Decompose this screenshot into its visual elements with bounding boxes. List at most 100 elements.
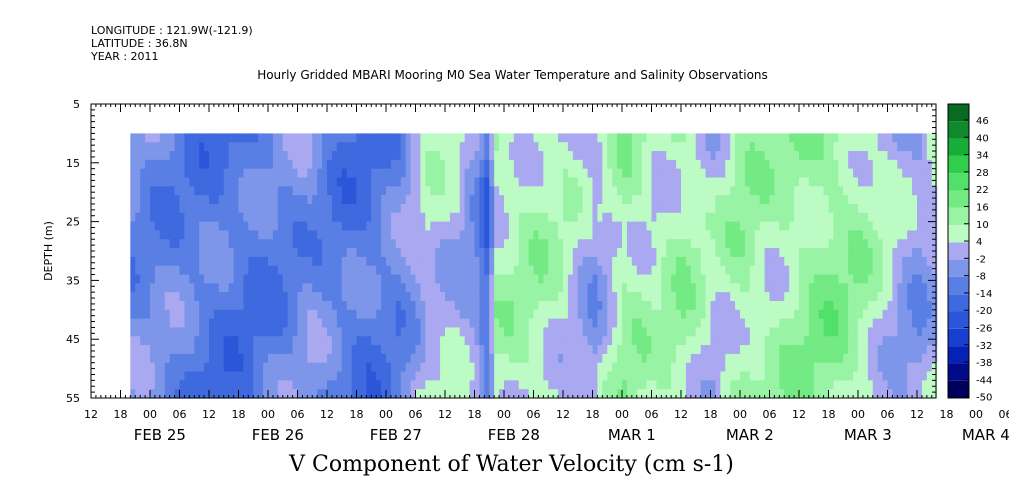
- heat-cell: [730, 389, 736, 399]
- heat-cell: [145, 133, 151, 143]
- heat-cell: [666, 274, 672, 284]
- heat-cell: [459, 151, 466, 161]
- heat-cell: [513, 371, 520, 381]
- heat-cell: [435, 142, 441, 152]
- heat-cell: [858, 203, 864, 214]
- heat-cell: [833, 300, 839, 311]
- heat-cell: [371, 151, 377, 161]
- heat-cell: [449, 380, 456, 390]
- heat-cell: [877, 248, 884, 258]
- heat-cell: [258, 168, 264, 179]
- heat-cell: [862, 380, 869, 390]
- heat-cell: [862, 300, 869, 311]
- heat-cell: [789, 274, 795, 284]
- heat-cell: [563, 186, 569, 196]
- heat-cell: [597, 292, 603, 302]
- heat-cell: [164, 327, 171, 337]
- heat-cell: [626, 336, 633, 346]
- heat-cell: [258, 371, 264, 381]
- heat-cell: [735, 212, 741, 223]
- heat-cell: [449, 151, 456, 161]
- heat-cell: [218, 248, 225, 258]
- heat-cell: [784, 133, 790, 143]
- heat-cell: [848, 168, 854, 179]
- heat-cell: [454, 274, 461, 284]
- heat-cell: [626, 221, 633, 232]
- heat-cell: [528, 353, 535, 364]
- heat-cell: [209, 212, 215, 223]
- heat-cell: [818, 248, 825, 258]
- heat-cell: [282, 345, 289, 355]
- heat-cell: [567, 265, 574, 276]
- heat-cell: [803, 345, 810, 355]
- heat-cell: [258, 274, 264, 284]
- heat-cell: [346, 177, 353, 187]
- heat-cell: [194, 274, 200, 284]
- heat-cell: [882, 300, 889, 311]
- heat-cell: [390, 318, 397, 329]
- heat-cell: [204, 248, 210, 258]
- heat-cell: [862, 230, 869, 240]
- heat-cell: [395, 371, 402, 381]
- heat-cell: [631, 327, 638, 337]
- heat-cell: [130, 177, 136, 187]
- heat-cell: [892, 371, 898, 381]
- heat-cell: [361, 239, 367, 249]
- heat-cell: [258, 389, 264, 399]
- heat-cell: [277, 362, 284, 373]
- heat-cell: [838, 230, 844, 240]
- heat-cell: [671, 318, 677, 329]
- heat-cell: [597, 195, 603, 205]
- heat-cell: [631, 309, 638, 320]
- heat-cell: [661, 159, 667, 170]
- heat-cell: [764, 327, 771, 337]
- heat-cell: [789, 177, 795, 187]
- heat-cell: [386, 309, 392, 320]
- heat-cell: [607, 151, 613, 161]
- heat-cell: [754, 300, 761, 311]
- heat-cell: [676, 151, 682, 161]
- heat-cell: [479, 353, 485, 364]
- heat-cell: [833, 195, 839, 205]
- heat-cell: [381, 353, 387, 364]
- heat-cell: [749, 380, 756, 390]
- heat-cell: [769, 389, 776, 399]
- heat-cell: [415, 168, 422, 179]
- heat-cell: [518, 309, 525, 320]
- heat-cell: [617, 151, 623, 161]
- heat-cell: [681, 362, 687, 373]
- heat-cell: [715, 389, 721, 399]
- heat-cell: [449, 274, 456, 284]
- heat-cell: [622, 327, 628, 337]
- heat-cell: [228, 309, 235, 320]
- heat-cell: [292, 389, 299, 399]
- heat-cell: [194, 239, 200, 249]
- heat-cell: [327, 318, 333, 329]
- heat-cell: [199, 265, 205, 276]
- heat-cell: [636, 212, 643, 223]
- heat-cell: [484, 265, 490, 276]
- heat-cell: [690, 309, 697, 320]
- heat-cell: [676, 283, 682, 293]
- heat-cell: [607, 230, 613, 240]
- heat-cell: [351, 300, 358, 311]
- heat-cell: [730, 292, 736, 302]
- heat-cell: [705, 133, 712, 143]
- heat-cell: [917, 318, 923, 329]
- heat-cell: [789, 133, 795, 143]
- heat-cell: [597, 177, 603, 187]
- heat-cell: [926, 371, 933, 381]
- heat-cell: [887, 168, 894, 179]
- heat-cell: [405, 353, 412, 364]
- heat-cell: [636, 248, 643, 258]
- heat-cell: [730, 248, 736, 258]
- heat-cell: [376, 133, 382, 143]
- heat-cell: [823, 292, 830, 302]
- heat-cell: [459, 230, 466, 240]
- heat-cell: [646, 239, 653, 249]
- heat-cell: [179, 318, 186, 329]
- heat-cell: [730, 283, 736, 293]
- heat-cell: [302, 362, 308, 373]
- heat-cell: [248, 389, 254, 399]
- heat-cell: [867, 256, 874, 267]
